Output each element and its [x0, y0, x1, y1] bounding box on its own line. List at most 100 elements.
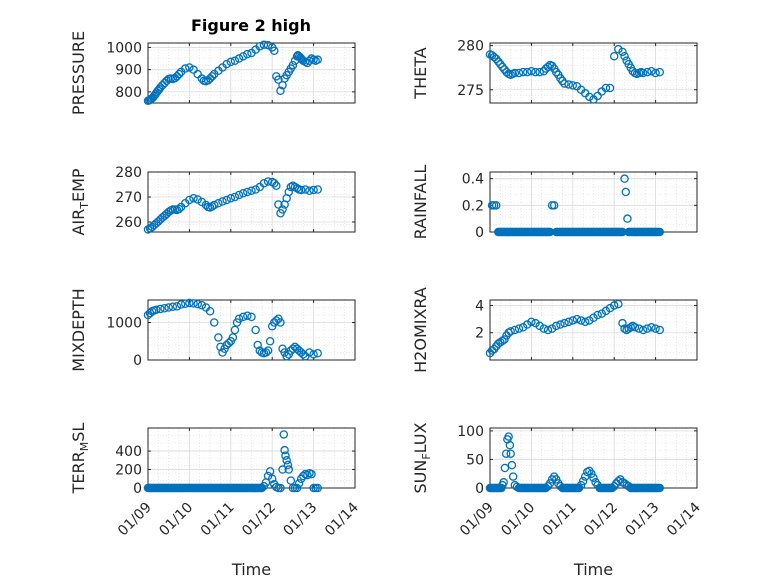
y-axis-label: TERRMSL: [69, 423, 91, 495]
data-point: [547, 61, 557, 71]
data-point: [185, 195, 194, 205]
y-tick-label: 400: [115, 444, 142, 460]
data-point: [222, 59, 231, 69]
y-tick-label: 0.2: [462, 198, 484, 214]
data-point: [207, 72, 217, 81]
data-point: [238, 312, 248, 322]
x-tick-label: 01/11: [198, 500, 238, 540]
data-point: [274, 200, 283, 209]
data-point: [238, 52, 248, 61]
data-point: [292, 483, 302, 493]
data-point: [551, 321, 561, 331]
data-point: [607, 483, 617, 493]
data-point: [228, 333, 238, 342]
data-point: [305, 56, 314, 66]
data-point: [576, 480, 586, 490]
y-tick-label: 4: [475, 298, 484, 314]
data-point: [507, 460, 517, 470]
data-point: [307, 469, 316, 479]
data-point: [491, 54, 501, 64]
data-point: [185, 298, 194, 308]
data-point: [255, 42, 265, 51]
data-point: [576, 316, 586, 325]
y-axis-label: SUNFLUX: [411, 422, 433, 493]
data-point: [272, 181, 281, 190]
data-point: [251, 325, 260, 335]
data-point: [655, 227, 664, 237]
data-point: [620, 174, 629, 183]
data-point: [558, 76, 567, 86]
data-point: [568, 316, 578, 325]
data-point: [494, 57, 503, 66]
data-point: [185, 63, 194, 72]
data-point: [638, 325, 648, 335]
data-point: [174, 204, 184, 214]
data-point: [205, 306, 215, 316]
y-tick-label: 100: [457, 424, 484, 440]
data-point: [647, 66, 656, 76]
data-point: [274, 75, 283, 84]
x-tick-label: 01/14: [664, 499, 704, 539]
data-point: [282, 456, 291, 465]
data-point: [181, 64, 190, 73]
series-markers: [487, 174, 664, 237]
data-point: [218, 197, 227, 206]
data-point: [560, 318, 569, 328]
data-point: [505, 440, 515, 450]
series-markers: [143, 298, 322, 361]
subplot-1: 800 900 1000 PRESSURE: [69, 31, 356, 115]
data-point: [226, 57, 236, 67]
data-point: [263, 346, 273, 355]
data-point: [276, 86, 285, 96]
data-point: [518, 67, 528, 77]
y-tick-label: 280: [457, 39, 484, 55]
data-point: [655, 67, 664, 77]
data-point: [230, 56, 240, 66]
axes-box: [147, 42, 356, 104]
x-tick-label: 01/13: [281, 500, 321, 540]
series-markers: [143, 177, 322, 234]
data-point: [189, 299, 198, 308]
data-point: [543, 325, 553, 335]
data-point: [172, 302, 182, 311]
y-tick-label: 0: [475, 481, 484, 497]
data-point: [580, 317, 590, 327]
data-point: [651, 324, 660, 333]
data-point: [514, 324, 524, 333]
y-axis-label: PRESSURE: [69, 31, 88, 115]
y-tick-label: 0.4: [462, 172, 484, 188]
data-point: [609, 301, 619, 310]
x-tick-label: 01/10: [156, 500, 196, 540]
data-point: [614, 299, 623, 309]
subplot-8: 0 50 100 01/09 01/10 01/11 01/12 01/13 01/14 Time…: [411, 422, 704, 579]
series-markers: [485, 432, 664, 493]
data-point: [247, 186, 256, 195]
data-point: [265, 467, 275, 476]
data-point: [243, 49, 252, 59]
data-point: [214, 198, 223, 208]
data-point: [564, 80, 573, 89]
subplot-3: 260 270 280 AIRTEMP: [69, 165, 356, 236]
data-point: [230, 192, 240, 202]
data-point: [498, 62, 507, 72]
data-point: [164, 303, 173, 312]
data-point: [251, 185, 260, 194]
data-point: [510, 325, 520, 335]
data-point: [301, 185, 310, 194]
data-point: [500, 463, 510, 473]
y-tick-label: 200: [115, 463, 142, 479]
data-point: [510, 68, 520, 78]
x-tick-label: 01/14: [322, 499, 362, 539]
data-point: [498, 336, 507, 346]
y-axis-label: H2OMIXRA: [411, 287, 430, 373]
data-point: [280, 445, 289, 455]
y-tick-label: 0: [475, 225, 484, 241]
subplot-2: 275 280 THETA: [411, 39, 698, 104]
data-point: [618, 47, 627, 57]
data-point: [593, 480, 602, 490]
data-point: [145, 308, 155, 318]
figure-title: Figure 2 high: [191, 16, 311, 35]
data-point: [160, 303, 169, 313]
data-point: [294, 479, 304, 488]
data-point: [305, 348, 314, 357]
